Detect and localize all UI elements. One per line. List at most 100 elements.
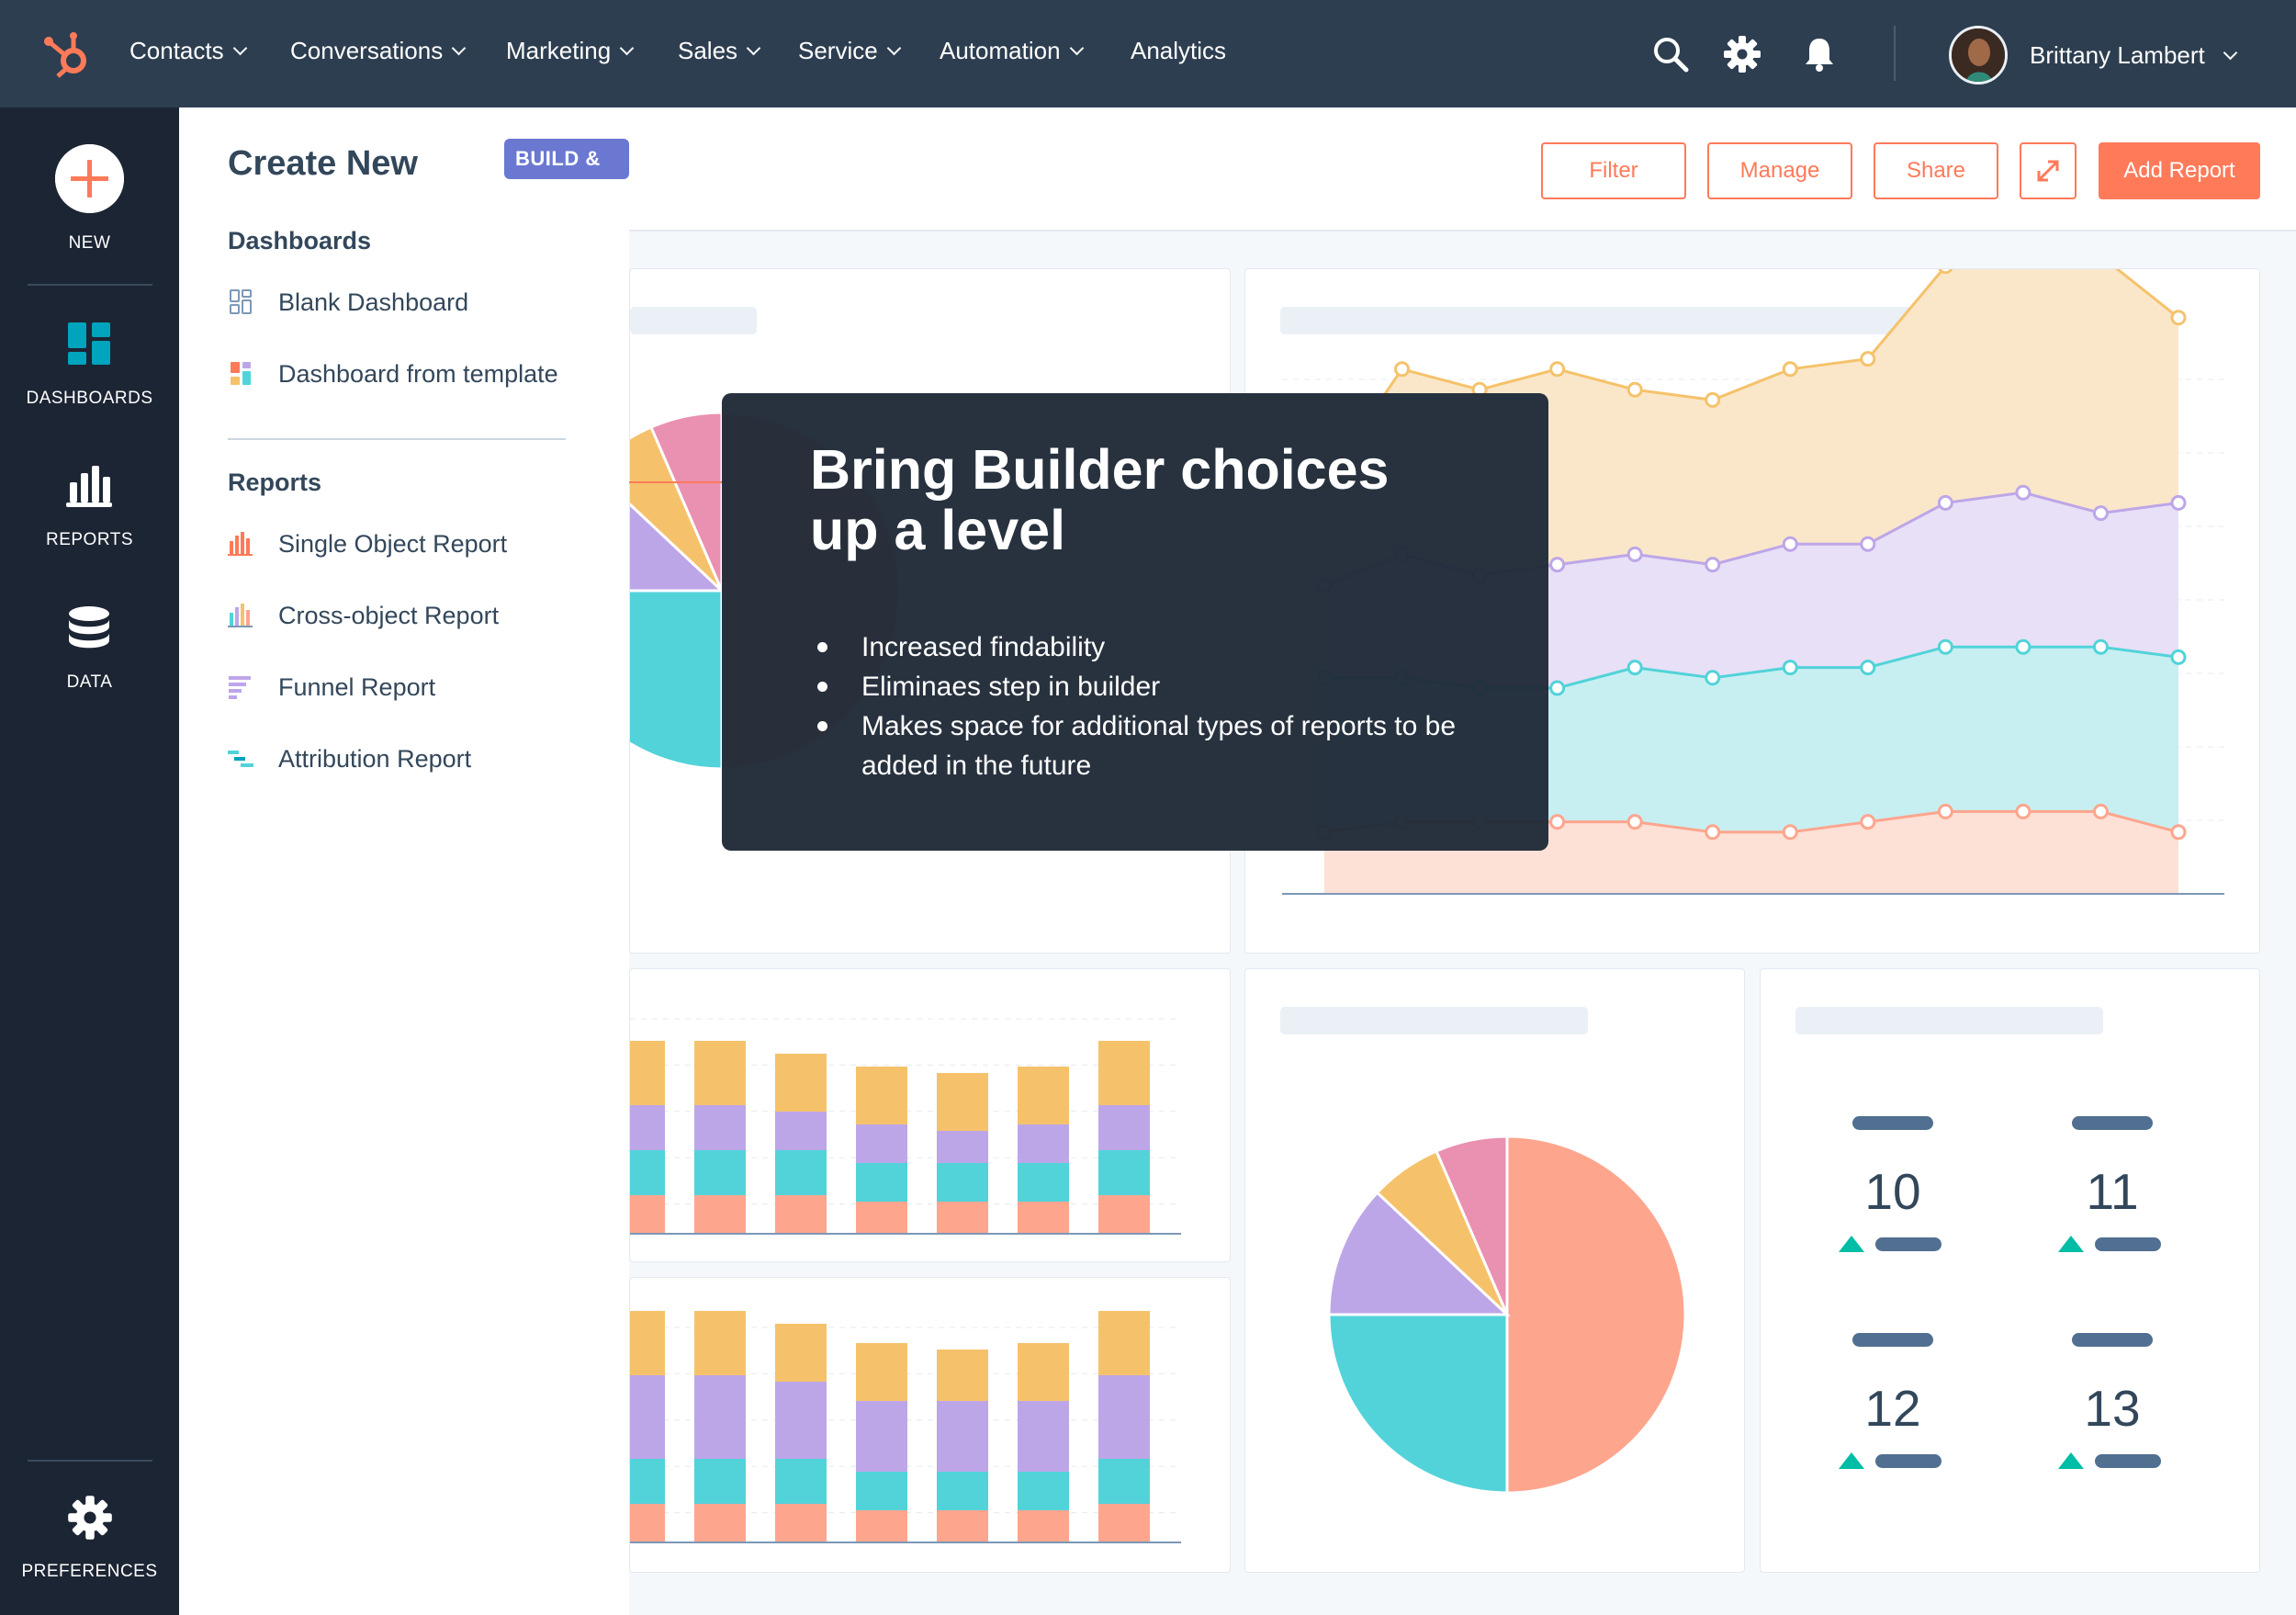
dashboard-toolbar: Filter Manage Share Add Report xyxy=(629,107,2296,232)
bar-segment xyxy=(694,1375,746,1459)
pie-chart-bottom xyxy=(1327,1135,1687,1495)
preferences-gear-icon[interactable] xyxy=(67,1495,113,1541)
chevron-down-icon xyxy=(886,40,901,56)
card-title-placeholder xyxy=(1280,307,2001,334)
hubspot-logo-icon[interactable] xyxy=(40,28,96,83)
blank-dashboard-item[interactable]: Blank Dashboard xyxy=(225,284,468,321)
nav-marketing[interactable]: Marketing xyxy=(506,37,635,65)
user-menu[interactable]: Brittany Lambert xyxy=(2030,41,2238,70)
manage-button[interactable]: Manage xyxy=(1707,142,1852,199)
area-point xyxy=(1626,546,1643,562)
reports-icon[interactable] xyxy=(66,464,112,508)
bar-segment xyxy=(937,1163,988,1202)
dashboard-from-template-item[interactable]: Dashboard from template xyxy=(225,356,558,392)
bar-segment xyxy=(775,1150,827,1195)
notifications-bell-icon[interactable] xyxy=(1800,35,1839,73)
bar-segment xyxy=(630,1311,665,1375)
add-report-button[interactable]: Add Report xyxy=(2099,142,2260,199)
new-button[interactable] xyxy=(55,144,124,213)
area-point xyxy=(1626,660,1643,676)
trend-up-icon xyxy=(1839,1452,1864,1469)
pie-slice xyxy=(648,411,724,592)
pie-slice xyxy=(1327,1191,1511,1316)
area-point xyxy=(1860,814,1876,830)
bar-segment xyxy=(775,1195,827,1234)
bar-segment xyxy=(630,1504,665,1542)
kpi-change-placeholder xyxy=(2095,1454,2161,1468)
funnel-report-item[interactable]: Funnel Report xyxy=(225,669,435,706)
bar-segment xyxy=(856,1401,907,1472)
pie-slice xyxy=(1505,1135,1687,1495)
bar-segment xyxy=(694,1311,746,1375)
bar-segment xyxy=(1098,1195,1150,1234)
kpi-value: 11 xyxy=(2086,1163,2139,1220)
dashboards-icon[interactable] xyxy=(66,321,112,367)
area-point xyxy=(1938,269,1953,275)
nav-contacts[interactable]: Contacts xyxy=(129,37,247,65)
area-point xyxy=(2015,638,2032,655)
rail-reports[interactable]: REPORTS xyxy=(45,530,133,549)
pie-slice xyxy=(1327,1313,1509,1495)
bar-segment xyxy=(856,1343,907,1401)
nav-service[interactable]: Service xyxy=(798,37,901,65)
area-point xyxy=(1860,660,1876,676)
funnel-report-icon xyxy=(229,676,251,699)
area-point xyxy=(1705,391,1721,408)
bar-segment xyxy=(1018,1163,1069,1202)
flyout-divider xyxy=(228,438,566,440)
bar-segment xyxy=(937,1350,988,1401)
bar-segment xyxy=(937,1401,988,1472)
kpi-value: 13 xyxy=(2084,1380,2141,1437)
share-button[interactable]: Share xyxy=(1874,142,1998,199)
search-icon[interactable] xyxy=(1651,35,1690,73)
area-point xyxy=(2015,484,2032,501)
trend-up-icon xyxy=(2058,1236,2084,1252)
bar-segment xyxy=(937,1510,988,1542)
bar-segment xyxy=(694,1105,746,1150)
flyout-title: Create New xyxy=(228,144,418,183)
bar-segment xyxy=(1018,1472,1069,1510)
tooltip-bullet: Increased findability xyxy=(810,627,1471,667)
nav-sales[interactable]: Sales xyxy=(678,37,761,65)
bar-segment xyxy=(630,1459,665,1504)
bar-segment xyxy=(937,1073,988,1131)
cross-object-report-icon xyxy=(228,604,253,627)
area-point xyxy=(1626,814,1643,830)
data-database-icon[interactable] xyxy=(66,605,112,651)
area-point xyxy=(2170,649,2187,665)
plus-icon xyxy=(55,144,124,213)
kpi-label-placeholder xyxy=(2072,1116,2153,1130)
rail-dashboards[interactable]: DASHBOARDS xyxy=(26,389,153,408)
single-object-report-item[interactable]: Single Object Report xyxy=(225,525,507,562)
tooltip-bullets: Increased findability Eliminaes step in … xyxy=(810,627,1471,785)
bar-segment xyxy=(630,1150,665,1195)
dashboard-template-icon xyxy=(231,362,251,385)
filter-button[interactable]: Filter xyxy=(1541,142,1686,199)
user-avatar[interactable] xyxy=(1949,26,2008,85)
bar-segment xyxy=(937,1202,988,1234)
area-point xyxy=(2170,494,2187,511)
cross-object-report-item[interactable]: Cross-object Report xyxy=(225,597,499,634)
expand-button[interactable] xyxy=(2020,142,2077,199)
bar-segment xyxy=(630,1041,665,1105)
kpi-change-placeholder xyxy=(1875,1454,1941,1468)
attribution-report-item[interactable]: Attribution Report xyxy=(225,740,471,777)
area-point xyxy=(1860,351,1876,367)
nav-automation[interactable]: Automation xyxy=(940,37,1084,65)
bar-segment xyxy=(856,1202,907,1234)
settings-gear-icon[interactable] xyxy=(1723,35,1761,73)
rail-data[interactable]: DATA xyxy=(66,672,113,692)
bar-segment xyxy=(1018,1124,1069,1163)
bar-segment xyxy=(775,1054,827,1112)
card-title-placeholder xyxy=(1795,1007,2103,1034)
rail-divider xyxy=(28,1460,152,1462)
nav-analytics[interactable]: Analytics xyxy=(1131,37,1227,64)
bar-segment xyxy=(630,1375,665,1459)
rail-preferences[interactable]: PREFERENCES xyxy=(21,1562,158,1581)
bar-segment xyxy=(1098,1375,1150,1459)
bar-segment xyxy=(630,1105,665,1150)
area-point xyxy=(1782,361,1798,378)
bar-segment xyxy=(1018,1510,1069,1542)
report-card-pie-bottom xyxy=(1244,968,1745,1573)
nav-conversations[interactable]: Conversations xyxy=(290,37,467,65)
